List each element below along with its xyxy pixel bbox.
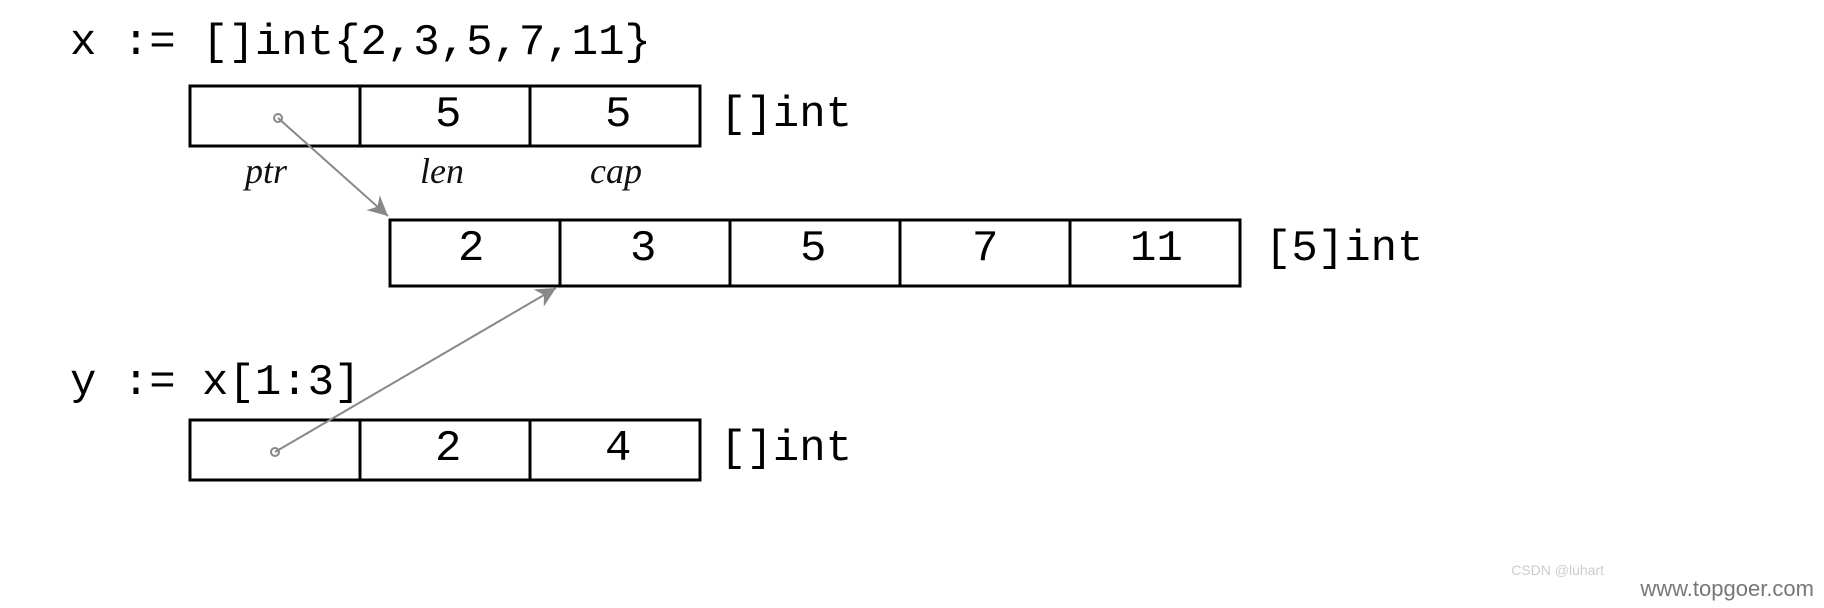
slice-x-box [190, 86, 700, 146]
diagram-canvas [0, 0, 1824, 608]
arrow-y-to-array [275, 288, 556, 452]
arrow-x-to-array [278, 118, 388, 216]
slice-y-box [190, 420, 700, 480]
array-box [390, 220, 1240, 286]
